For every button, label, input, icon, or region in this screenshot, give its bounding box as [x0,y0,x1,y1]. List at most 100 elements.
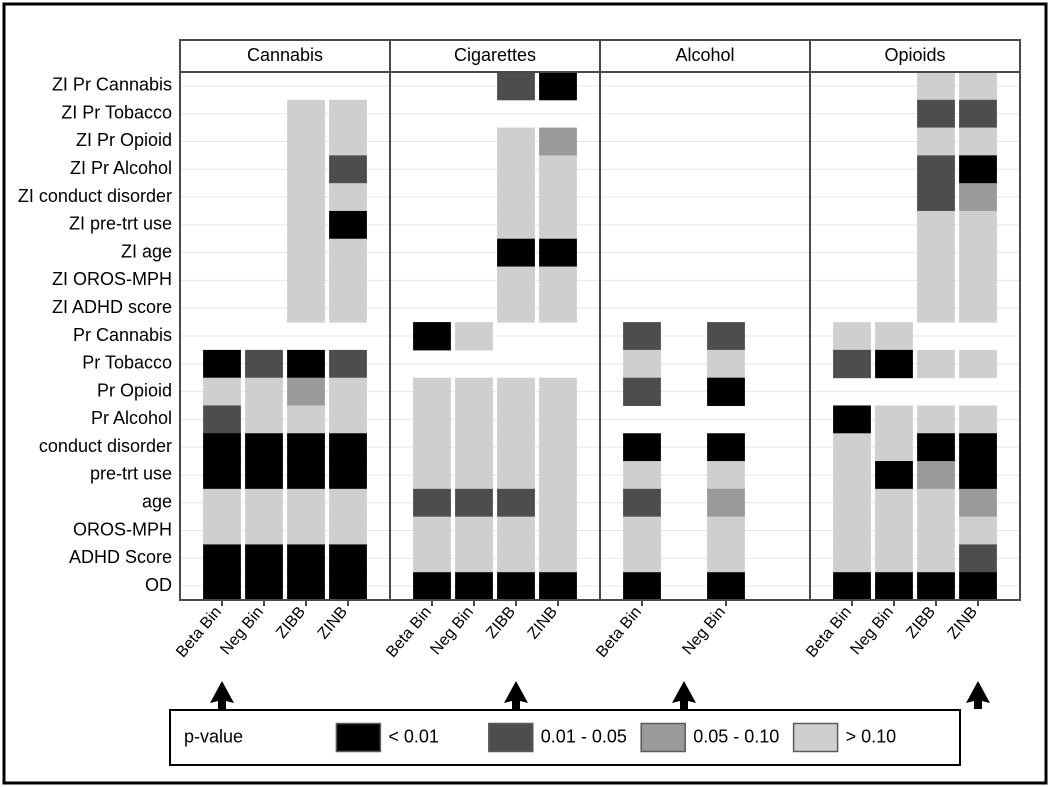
legend-label: < 0.01 [388,726,439,746]
heat-cell [497,239,535,267]
legend-swatch [641,724,685,752]
heat-cell [287,572,325,600]
heat-cell [959,155,997,183]
heat-cell [707,433,745,461]
y-axis-label: age [142,491,172,511]
heat-cell [959,517,997,545]
heat-cell [833,489,871,517]
heat-cell [203,461,241,489]
y-axis-label: OD [145,575,172,595]
heat-cell [917,155,955,183]
heat-cell [959,405,997,433]
heat-cell [959,183,997,211]
heat-cell [329,433,367,461]
heat-cell [539,183,577,211]
heat-cell [959,239,997,267]
x-axis-label: ZINB [525,604,561,643]
heat-cell [287,517,325,545]
heat-cell [539,267,577,295]
heat-cell [245,572,283,600]
y-axis-label: Pr Alcohol [91,408,172,428]
heat-cell [329,155,367,183]
heat-cell [833,461,871,489]
heat-cell [203,378,241,406]
selected-model-arrow-icon [210,681,234,709]
heat-cell [497,211,535,239]
heat-cell [539,572,577,600]
heat-cell [917,294,955,322]
heat-cell [707,322,745,350]
heat-cell [245,433,283,461]
heat-cell [287,350,325,378]
heat-cell [917,489,955,517]
panel-title: Cannabis [247,45,323,65]
heat-cell [245,544,283,572]
y-axis-label: ZI age [121,241,172,261]
heat-cell [959,572,997,600]
heat-cell [539,544,577,572]
heat-cell [959,128,997,156]
heat-cell [875,544,913,572]
heat-cell [623,517,661,545]
heat-cell [959,461,997,489]
heat-cell [959,489,997,517]
heat-cell [917,517,955,545]
heat-cell [287,100,325,128]
heat-cell [245,489,283,517]
heat-cell [623,350,661,378]
heat-cell [917,461,955,489]
heat-cell [917,433,955,461]
heat-cell [203,489,241,517]
heat-cell [245,350,283,378]
heat-cell [875,572,913,600]
heat-cell [413,517,451,545]
heat-cell [833,405,871,433]
y-axis-label: ZI Pr Opioid [76,130,172,150]
heat-cell [329,405,367,433]
heat-cell [329,461,367,489]
heat-cell [329,350,367,378]
heat-cell [623,433,661,461]
x-axis-label: ZIBB [483,604,519,642]
heat-cell [917,183,955,211]
heat-cell [287,489,325,517]
heat-cell [455,572,493,600]
heat-cell [497,461,535,489]
heat-cell [707,544,745,572]
panel-title: Opioids [884,45,945,65]
heat-cell [539,128,577,156]
heat-cell [287,461,325,489]
heat-cell [413,461,451,489]
heat-cell [245,378,283,406]
legend-label: 0.05 - 0.10 [693,726,779,746]
legend-swatch [794,724,838,752]
heat-cell [287,544,325,572]
heat-cell [455,378,493,406]
heat-cell [539,517,577,545]
y-axis-label: pre-trt use [90,464,172,484]
selected-model-arrow-icon [504,681,528,709]
heat-cell [329,183,367,211]
heat-cell [245,405,283,433]
heat-cell [287,433,325,461]
heat-cell [707,378,745,406]
heat-cell [833,544,871,572]
panel-title: Cigarettes [454,45,536,65]
heat-cell [875,350,913,378]
legend-swatch [489,724,533,752]
heat-cell [539,239,577,267]
selected-model-arrow-icon [966,681,990,709]
heat-cell [203,350,241,378]
heat-cell [287,239,325,267]
heat-cell [875,433,913,461]
heat-cell [497,572,535,600]
figure: ZI Pr CannabisZI Pr TobaccoZI Pr OpioidZ… [0,0,1050,787]
heat-cell [875,322,913,350]
heat-cell [287,405,325,433]
heat-cell [497,433,535,461]
heat-cell [875,405,913,433]
heat-cell [287,378,325,406]
heat-cell [203,544,241,572]
heat-cell [623,378,661,406]
heat-cell [959,211,997,239]
